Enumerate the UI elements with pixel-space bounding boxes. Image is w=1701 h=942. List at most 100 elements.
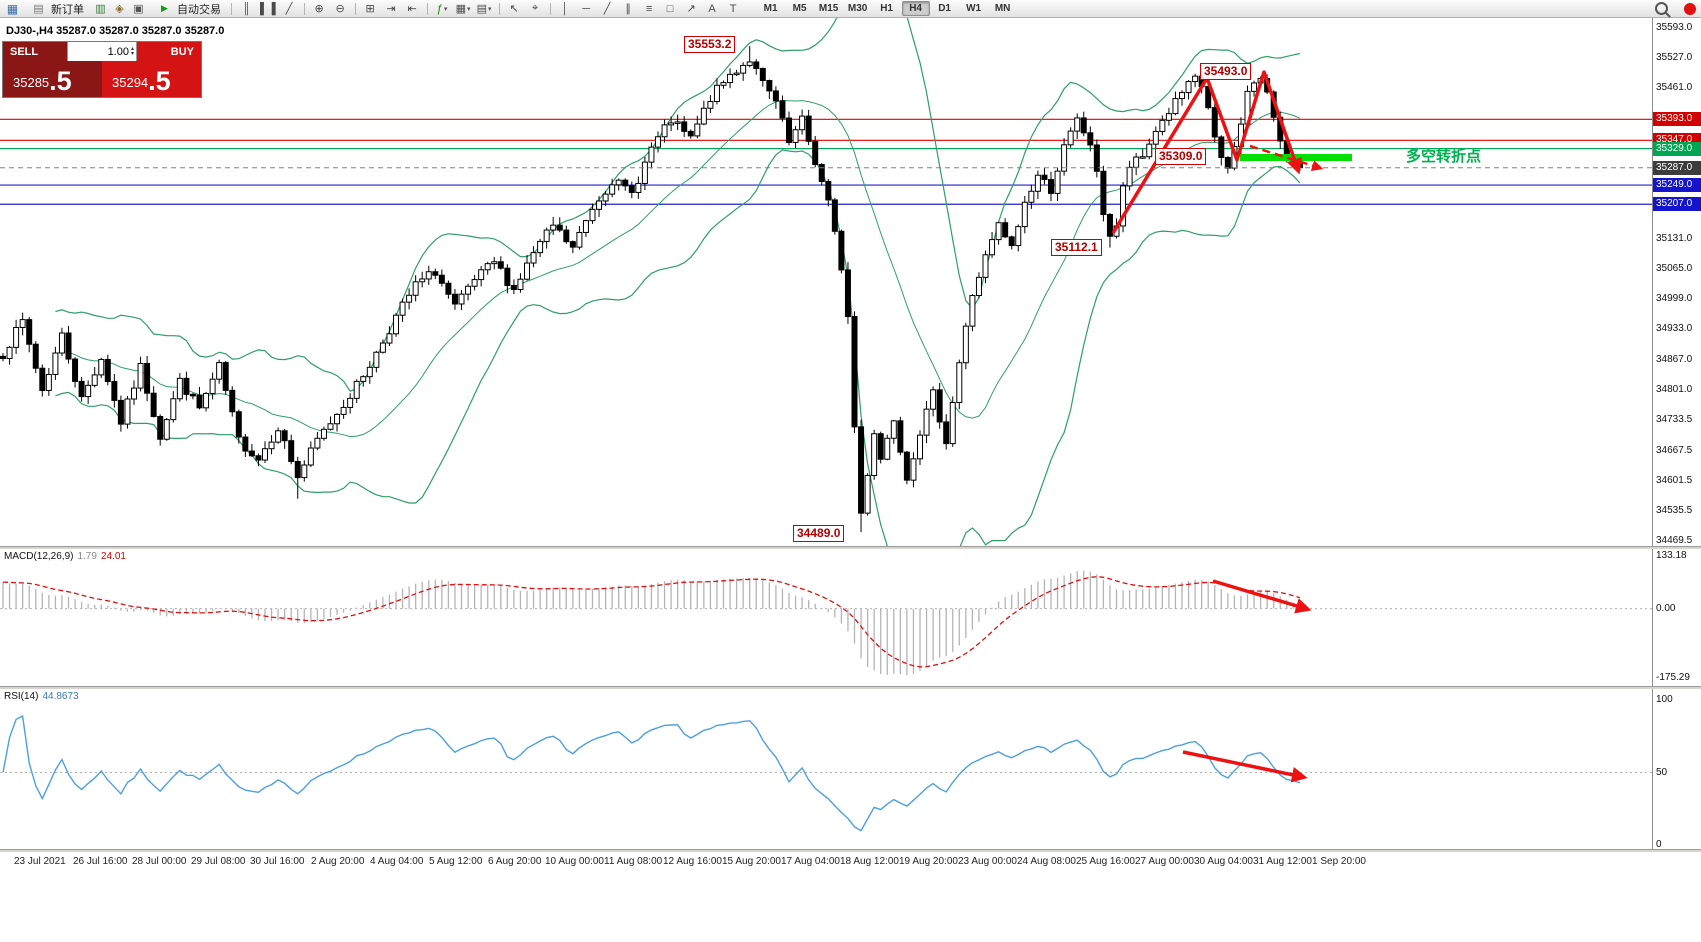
price-badge[interactable]: 35249.0 [1653,178,1701,193]
fibonacci-icon[interactable]: ≡ [645,2,653,15]
rsi-axis[interactable]: 100 50 0 [1652,689,1701,850]
price-badge[interactable]: 35207.0 [1653,197,1701,212]
auto-scroll-icon[interactable]: ⇥ [386,3,396,15]
macd-axis-label: 0.00 [1656,602,1676,614]
price-annotation[interactable]: 35553.2 [684,36,736,53]
recording-indicator-icon [1684,2,1696,15]
price-badge[interactable]: 35393.0 [1653,112,1701,127]
trendline-icon[interactable]: ╱ [603,3,611,15]
panel-separator[interactable] [0,546,1701,549]
volume-up-icon[interactable]: ▴ [130,45,134,52]
horizontal-line-icon[interactable]: ─ [582,2,590,15]
macd-name: MACD(12,26,9) [4,551,74,562]
macd-signal-line [2,576,1301,668]
time-label: 30 Aug 04:00 [1194,856,1253,867]
toolbar-separator [549,2,551,15]
rsi-down-arrow[interactable] [1182,750,1308,783]
search-icon[interactable] [1655,2,1668,15]
macd-down-arrow[interactable] [1212,579,1312,614]
periods-icon[interactable]: ▦ ▾ [455,3,471,15]
price-badge[interactable]: 35329.0 [1653,141,1701,156]
line-chart-icon[interactable]: ╱ [285,3,293,15]
candlestick-chart-icon[interactable]: ▌▐ [260,2,276,15]
chart-window-icon[interactable]: ▦ [6,1,19,16]
zoom-out-icon[interactable]: ⊖ [335,3,345,15]
trend-zigzag-arrow[interactable] [1111,70,1302,234]
price-annotation[interactable]: 35309.0 [1155,148,1207,165]
volume-down-icon[interactable]: ▾ [130,50,134,57]
time-label: 30 Jul 16:00 [250,856,305,867]
price-annotation[interactable]: 34489.0 [793,525,845,542]
sell-button[interactable]: SELL [3,42,67,61]
time-label: 24 Aug 08:00 [1017,856,1076,867]
sell-price[interactable]: 35285.5 [3,61,102,97]
volume-input[interactable]: 1.00 ▴ ▾ [67,42,137,61]
shapes-icon[interactable]: □ [666,2,674,15]
price-badge[interactable]: 35287.0 [1653,160,1701,175]
timeframe-button-m1[interactable]: M1 [763,3,778,14]
autotrade-label: 自动交易 [177,3,221,16]
timeframe-button-m30[interactable]: M30 [847,3,868,14]
dropdown-caret-icon: ▾ [488,5,492,13]
timeframe-button-w1[interactable]: W1 [966,3,982,14]
macd-svg [0,570,1652,676]
templates-icon[interactable]: ▤ ▾ [476,3,492,15]
market-watch-icon[interactable]: ▥ [95,3,106,15]
label-tool-icon[interactable]: T [729,2,737,15]
price-tick-label: 35461.0 [1656,82,1693,94]
timeframe-button-m15[interactable]: M15 [818,3,839,14]
time-label: 5 Aug 12:00 [429,856,483,867]
time-label: 12 Aug 16:00 [663,856,722,867]
time-label: 1 Sep 20:00 [1312,856,1366,867]
time-label: 23 Jul 2021 [14,856,66,867]
text-tool-icon[interactable]: A [708,2,716,15]
time-label: 25 Aug 16:00 [1076,856,1135,867]
price-tick-label: 35131.0 [1656,232,1693,244]
timeframe-button-h1[interactable]: H1 [880,3,893,14]
arrow-tool-icon[interactable]: ↗ [686,3,696,15]
turning-point-note[interactable]: 多空转折点 [1406,148,1482,165]
price-tick-label: 34801.0 [1656,383,1693,395]
rsi-svg [0,715,1652,832]
navigator-icon[interactable]: ◈ [115,3,124,15]
toolbar-separator [303,2,305,15]
cursor-icon[interactable]: ↖ [509,3,519,15]
autotrade-button[interactable]: ▶ 自动交易 [150,1,226,17]
terminal-icon[interactable]: ▣ [133,3,144,15]
timeframe-button-h4[interactable]: H4 [901,1,930,16]
crosshair-icon[interactable]: ⌖ [531,2,539,14]
price-tick-label: 34933.0 [1656,323,1693,335]
vertical-line-icon[interactable]: │ [561,2,569,15]
macd-axis[interactable]: 133.18 0.00 -175.29 [1652,549,1701,686]
price-axis[interactable]: 35593.0 35527.0 35461.0 35131.0 35065.0 34999… [1652,18,1701,546]
macd-axis-label: -175.29 [1656,672,1690,683]
toolbar-chart-tools: ║ ▌▐ ╱ ⊕ ⊖ ⊞ ⇥ ⇤ ƒ ▾ ▦ ▾ ▤ ▾ ↖ ⌖ │ ─ ╱ ∥ ≡ □ ↗ A T [237,0,743,17]
price-tick-label: 34535.5 [1656,504,1693,516]
rsi-axis-label: 0 [1656,839,1662,850]
tile-windows-icon[interactable]: ⊞ [365,3,375,15]
toolbar-separator [426,2,428,15]
time-axis[interactable]: 23 Jul 2021 26 Jul 16:00 28 Jul 00:00 29 Ju… [0,852,1701,942]
time-label: 10 Aug 00:00 [545,856,604,867]
bollinger-lower [55,149,1301,546]
volume-spinner[interactable]: ▴ ▾ [130,45,134,57]
price-annotation[interactable]: 35493.0 [1200,63,1252,80]
timeframe-button-mn[interactable]: MN [994,3,1011,14]
time-label: 18 Aug 12:00 [840,856,899,867]
timeframe-button-d1[interactable]: D1 [938,3,951,14]
toolbar-window-icons: ▥ ◈ ▣ [91,0,148,17]
price-annotation[interactable]: 35112.1 [1051,239,1102,256]
new-order-button[interactable]: ▤ 新订单 [24,1,89,17]
indicators-icon[interactable]: ƒ ▾ [436,2,448,15]
buy-price[interactable]: 35294.5 [102,61,201,97]
chart-shift-icon[interactable]: ⇤ [407,3,417,15]
time-label: 26 Jul 16:00 [73,856,128,867]
panel-separator[interactable] [0,686,1701,689]
timeframe-button-m5[interactable]: M5 [792,3,807,14]
bollinger-upper [55,18,1301,392]
channel-icon[interactable]: ∥ [625,3,631,15]
buy-button[interactable]: BUY [137,42,201,61]
bar-chart-icon[interactable]: ║ [242,2,251,15]
panel-separator[interactable] [0,849,1701,852]
zoom-in-icon[interactable]: ⊕ [314,3,324,15]
